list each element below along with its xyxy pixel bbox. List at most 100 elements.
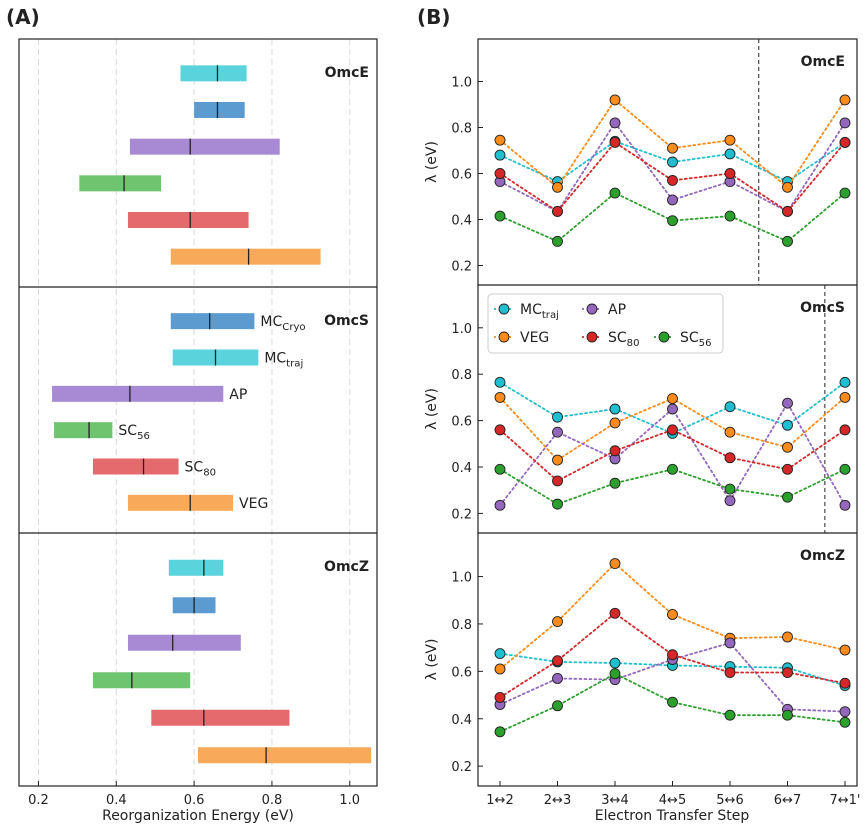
data-point-omcs-veg <box>724 426 736 438</box>
legend-marker-veg <box>498 331 510 343</box>
legend-label-veg: VEG <box>520 330 549 346</box>
panel-b-xtick-label: 5↔6 <box>716 793 743 808</box>
data-point-omcz-sc_80 <box>724 667 736 678</box>
legend-label-sc_56-sub: 56 <box>699 338 712 349</box>
data-point-omcz-sc_80 <box>609 607 621 619</box>
range-bar-omcz-mc_traj <box>168 559 224 576</box>
data-point-omcs-sc_56 <box>839 463 851 475</box>
bar-label-mc_cryo-sub: Cryo <box>282 322 305 333</box>
data-point-omcz-veg <box>494 663 506 675</box>
data-point-omcs-mc_traj <box>724 401 736 413</box>
data-point-omcz-veg <box>609 558 621 569</box>
panel-b-xtick-label: 3↔4 <box>601 793 628 808</box>
subpanel-title-b-omce: OmcE <box>801 54 845 70</box>
panel-b-ylabel: λ (eV) <box>424 388 440 430</box>
data-point-omcs-sc_80 <box>609 445 621 457</box>
legend-label-mc_traj-main: MC <box>520 302 542 318</box>
panel-b-ytick-label: 1.0 <box>451 76 472 91</box>
data-point-omce-sc_80 <box>609 136 621 148</box>
data-point-omcs-mc_traj <box>552 411 563 423</box>
panel-a-xtick-label: 1.0 <box>339 793 360 808</box>
range-bar-omcs-veg <box>127 494 234 511</box>
data-point-omce-sc_56 <box>667 215 678 227</box>
data-point-omce-veg <box>782 181 793 193</box>
range-bar-omcz-ap <box>127 634 241 651</box>
data-point-omcs-sc_56 <box>552 498 563 510</box>
data-point-omcz-sc_56 <box>667 696 678 708</box>
data-point-omcz-veg <box>782 631 793 643</box>
panel-label-b: (B) <box>417 5 451 29</box>
data-point-omcs-mc_traj <box>494 376 506 388</box>
legend-marker-sc_56 <box>658 331 670 343</box>
data-point-omce-sc_80 <box>667 174 678 186</box>
bar-label-veg: VEG <box>239 496 268 512</box>
data-point-omcz-sc_80 <box>839 677 851 689</box>
data-point-omcs-ap <box>782 397 793 409</box>
data-point-omce-veg <box>609 94 621 106</box>
bar-label-sc_80-main: SC <box>185 460 204 476</box>
panel-b-ytick-label: 0.2 <box>451 507 472 522</box>
range-bar-omce-mc_traj <box>180 65 247 82</box>
data-point-omcs-mc_traj <box>839 376 851 388</box>
data-point-omcs-sc_80 <box>552 475 563 487</box>
data-point-omcs-sc_56 <box>667 463 678 475</box>
data-point-omcs-ap <box>552 426 563 438</box>
range-bar-omcz-sc_56 <box>92 672 191 689</box>
range-bar-omce-ap <box>129 138 280 155</box>
data-point-omcs-veg <box>782 441 793 453</box>
legend-label-sc_80: SC80 <box>608 330 640 349</box>
panel-b-ytick-label: 1.0 <box>451 571 472 586</box>
data-point-omce-sc_56 <box>552 235 563 247</box>
data-point-omce-sc_56 <box>839 187 851 199</box>
bar-label-ap-main: AP <box>229 387 247 403</box>
range-bar-omcz-veg <box>198 747 372 764</box>
data-point-omcs-sc_80 <box>667 424 678 436</box>
range-bar-omce-sc_56 <box>79 175 162 192</box>
data-point-omce-sc_56 <box>724 210 736 222</box>
range-bar-omcz-sc_80 <box>151 709 290 726</box>
panel-b-ylabel: λ (eV) <box>424 639 440 681</box>
range-bar-omcs-sc_80 <box>92 458 179 475</box>
data-point-omcz-ap <box>839 706 851 718</box>
panel-b-xtick-label: 1↔2 <box>486 793 513 808</box>
data-point-omce-ap <box>667 194 678 206</box>
legend-label-veg-main: VEG <box>520 330 549 346</box>
panel-a-xtick-label: 0.2 <box>28 793 49 808</box>
legend-label-mc_traj-sub: traj <box>542 310 559 321</box>
range-bar-omce-mc_cryo <box>194 102 245 118</box>
bar-label-mc_cryo-main: MC <box>260 314 282 330</box>
data-point-omce-sc_56 <box>782 235 793 247</box>
data-point-omce-mc_traj <box>667 156 678 168</box>
data-point-omce-veg <box>494 134 506 146</box>
data-point-omcs-mc_traj <box>609 403 621 415</box>
data-point-omcs-veg <box>667 393 678 405</box>
bar-label-sc_56-main: SC <box>118 423 137 439</box>
data-point-omce-mc_traj <box>494 149 506 161</box>
data-point-omcz-mc_traj <box>609 657 621 669</box>
range-bar-omcs-ap <box>52 385 224 402</box>
data-point-omce-sc_80 <box>782 205 793 217</box>
data-point-omcs-sc_80 <box>724 452 736 464</box>
legend-marker-mc_traj <box>498 303 510 315</box>
data-point-omce-veg <box>724 134 736 146</box>
data-point-omcs-ap <box>839 499 851 511</box>
subpanel-title-a-omcz: OmcZ <box>324 559 369 575</box>
bar-label-mc_traj: MCtraj <box>264 351 303 370</box>
data-point-omcz-sc_56 <box>494 726 506 738</box>
data-point-omcz-mc_traj <box>494 648 506 660</box>
subpanel-title-a-omcs: OmcS <box>324 313 369 329</box>
panel-b-ytick-label: 0.6 <box>451 665 472 680</box>
panel-a-frame <box>18 38 378 787</box>
data-point-omcs-veg <box>494 391 506 403</box>
bar-label-mc_traj-main: MC <box>264 351 286 367</box>
data-point-omcs-sc_80 <box>494 424 506 436</box>
data-point-omcz-ap <box>724 637 736 649</box>
range-bar-omce-sc_80 <box>127 212 249 228</box>
data-point-omcz-sc_56 <box>724 709 736 721</box>
data-point-omcz-sc_80 <box>667 649 678 661</box>
data-point-omce-veg <box>667 142 678 154</box>
subpanel-title-b-omcs: OmcS <box>800 300 845 316</box>
data-point-omce-ap <box>839 117 851 129</box>
panel-b-ytick-label: 1.0 <box>451 322 472 337</box>
subpanel-title-a-omce: OmcE <box>325 65 369 81</box>
